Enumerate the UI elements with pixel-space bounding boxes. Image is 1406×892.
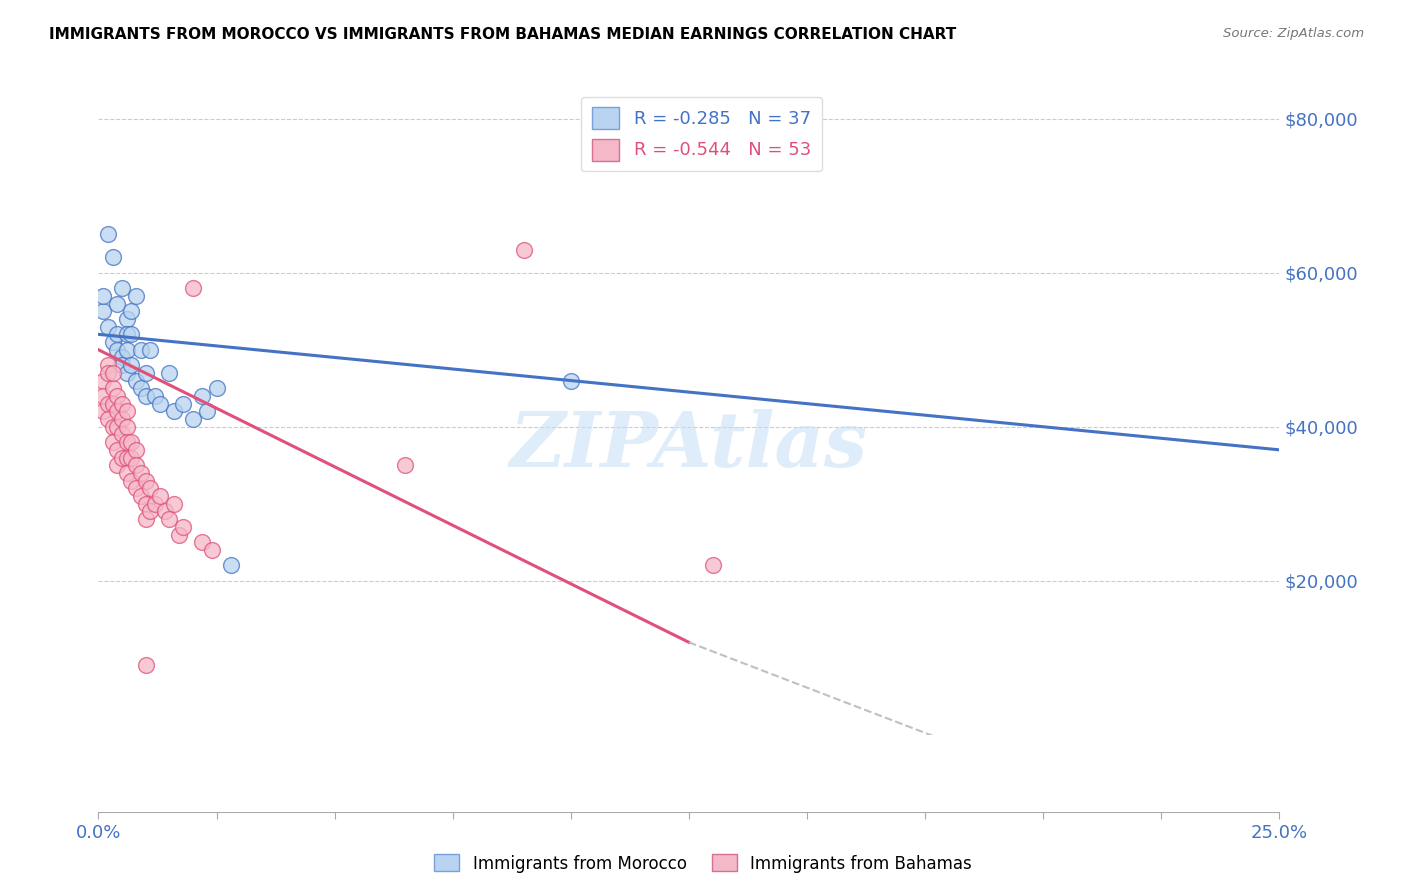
Point <box>97 366 120 380</box>
Point <box>97 227 120 242</box>
Point <box>181 412 204 426</box>
Point <box>111 358 134 372</box>
Point <box>115 312 138 326</box>
Text: IMMIGRANTS FROM MOROCCO VS IMMIGRANTS FROM BAHAMAS MEDIAN EARNINGS CORRELATION C: IMMIGRANTS FROM MOROCCO VS IMMIGRANTS FR… <box>49 27 956 42</box>
Point <box>115 327 138 342</box>
Text: Source: ZipAtlas.com: Source: ZipAtlas.com <box>1223 27 1364 40</box>
Point <box>111 351 134 365</box>
Point <box>191 535 214 549</box>
Point <box>97 397 120 411</box>
Point <box>125 458 148 473</box>
Point <box>115 450 138 465</box>
Legend: R = -0.285   N = 37, R = -0.544   N = 53: R = -0.285 N = 37, R = -0.544 N = 53 <box>581 96 821 171</box>
Point <box>129 466 152 480</box>
Point <box>135 512 157 526</box>
Point <box>105 404 128 418</box>
Point <box>139 481 162 495</box>
Point <box>91 404 114 418</box>
Point <box>105 419 128 434</box>
Point <box>135 474 157 488</box>
Point <box>135 658 157 673</box>
Point <box>101 334 124 349</box>
Point <box>135 497 157 511</box>
Point <box>105 389 128 403</box>
Point <box>143 389 166 403</box>
Point <box>105 458 128 473</box>
Point <box>560 374 582 388</box>
Point <box>91 304 114 318</box>
Point <box>157 366 180 380</box>
Point <box>121 435 143 450</box>
Legend: Immigrants from Morocco, Immigrants from Bahamas: Immigrants from Morocco, Immigrants from… <box>427 847 979 880</box>
Point <box>172 520 194 534</box>
Point <box>105 327 128 342</box>
Point <box>101 397 124 411</box>
Point <box>205 381 228 395</box>
Point <box>125 481 148 495</box>
Point <box>702 558 724 573</box>
Point <box>101 381 124 395</box>
Point <box>135 366 157 380</box>
Point <box>167 527 190 541</box>
Point <box>97 412 120 426</box>
Point <box>111 397 134 411</box>
Point <box>125 374 148 388</box>
Point <box>101 419 124 434</box>
Bar <box>98 735 1279 812</box>
Point <box>149 489 172 503</box>
Point <box>115 466 138 480</box>
Point <box>181 281 204 295</box>
Point <box>111 412 134 426</box>
Point <box>129 343 152 357</box>
Point <box>101 251 124 265</box>
Point <box>172 397 194 411</box>
Point <box>101 366 124 380</box>
Point <box>115 419 138 434</box>
Point <box>394 458 416 473</box>
Point <box>91 389 114 403</box>
Point <box>121 327 143 342</box>
Point <box>101 435 124 450</box>
Point <box>115 435 138 450</box>
Point <box>135 389 157 403</box>
Point <box>97 319 120 334</box>
Point <box>143 497 166 511</box>
Point <box>91 374 114 388</box>
Text: ZIPAtlas: ZIPAtlas <box>510 409 868 483</box>
Point <box>91 289 114 303</box>
Point <box>111 281 134 295</box>
Point <box>115 343 138 357</box>
Point <box>121 450 143 465</box>
Point <box>157 512 180 526</box>
Point <box>125 442 148 457</box>
Point <box>129 489 152 503</box>
Point <box>111 450 134 465</box>
Point <box>105 442 128 457</box>
Point <box>97 358 120 372</box>
Point <box>115 404 138 418</box>
Point <box>111 427 134 442</box>
Point <box>121 474 143 488</box>
Point <box>191 389 214 403</box>
Point <box>139 504 162 518</box>
Point <box>201 543 224 558</box>
Point <box>125 289 148 303</box>
Point <box>219 558 242 573</box>
Point <box>115 366 138 380</box>
Point <box>121 304 143 318</box>
Point <box>105 296 128 310</box>
Point <box>149 397 172 411</box>
Point <box>153 504 176 518</box>
Point <box>163 497 186 511</box>
Point <box>512 243 534 257</box>
Point <box>163 404 186 418</box>
Point <box>121 358 143 372</box>
Point <box>129 381 152 395</box>
Point <box>105 343 128 357</box>
Point <box>139 343 162 357</box>
Point <box>195 404 218 418</box>
